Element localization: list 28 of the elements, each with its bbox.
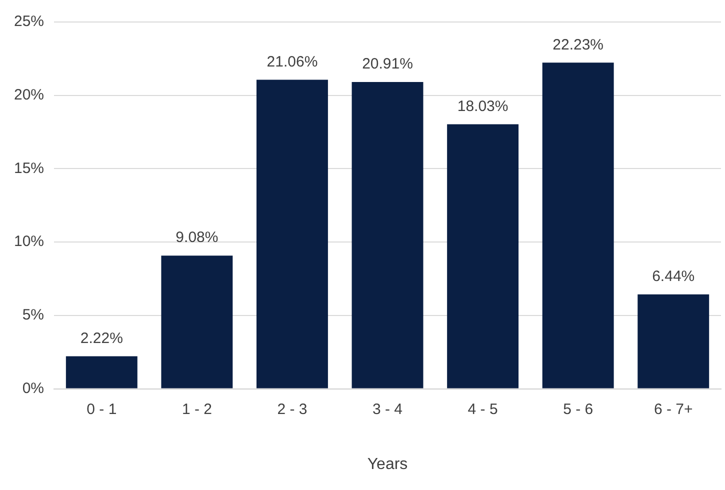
- data-label: 22.23%: [552, 36, 604, 54]
- x-tick-label: 5 - 6: [563, 400, 594, 418]
- data-label: 18.03%: [457, 98, 508, 115]
- x-tick-label: 3 - 4: [372, 400, 403, 418]
- bar: [161, 256, 233, 388]
- bar: [638, 294, 710, 388]
- bar: [256, 80, 328, 388]
- data-label: 6.44%: [652, 268, 695, 285]
- x-tick-label: 6 - 7+: [654, 400, 693, 418]
- y-tick-label: 20%: [14, 86, 44, 104]
- bar: [542, 62, 614, 388]
- bar: [66, 356, 138, 388]
- y-tick-label: 25%: [14, 13, 44, 30]
- data-label: 9.08%: [176, 229, 218, 246]
- x-tick-label: 0 - 1: [86, 400, 117, 418]
- x-axis-title: Years: [367, 456, 408, 473]
- y-tick-label: 0%: [22, 380, 44, 397]
- data-label: 20.91%: [362, 56, 413, 73]
- y-tick-label: 10%: [14, 233, 44, 250]
- x-tick-label: 2 - 3: [277, 400, 308, 418]
- y-tick-label: 15%: [14, 160, 44, 177]
- x-tick-label: 1 - 2: [182, 400, 212, 418]
- y-tick-label: 5%: [22, 306, 44, 324]
- bar: [447, 124, 519, 388]
- data-label: 2.22%: [80, 330, 123, 347]
- x-tick-label: 4 - 5: [468, 400, 498, 418]
- bar: [352, 82, 424, 388]
- data-label: 21.06%: [266, 53, 318, 70]
